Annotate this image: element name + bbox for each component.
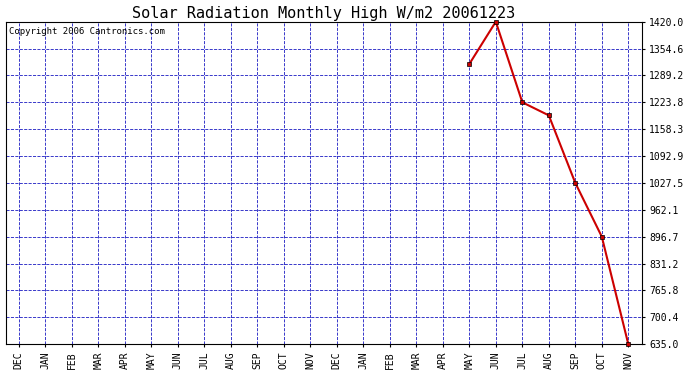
Text: Copyright 2006 Cantronics.com: Copyright 2006 Cantronics.com — [9, 27, 165, 36]
Title: Solar Radiation Monthly High W/m2 20061223: Solar Radiation Monthly High W/m2 200612… — [132, 6, 515, 21]
